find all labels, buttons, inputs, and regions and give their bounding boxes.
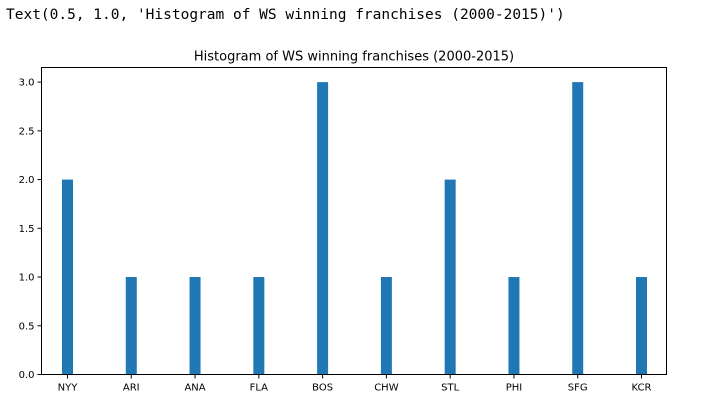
bar-kcr bbox=[636, 277, 647, 375]
chart-title: Histogram of WS winning franchises (2000… bbox=[194, 50, 514, 65]
bar-stl bbox=[444, 179, 456, 375]
y-tick-label: 3.0 bbox=[19, 78, 35, 89]
x-tick-label-bos: BOS bbox=[312, 383, 333, 394]
y-tick-label: 0.5 bbox=[19, 321, 35, 332]
y-tick-label: 2.5 bbox=[19, 126, 35, 137]
bar-chw bbox=[380, 277, 392, 375]
y-tick-label: 0.0 bbox=[19, 370, 35, 381]
bar-sfg bbox=[572, 82, 584, 375]
x-tick-label-fla: FLA bbox=[250, 383, 269, 394]
x-tick-label-nyy: NYY bbox=[58, 383, 79, 394]
bar-fla bbox=[253, 277, 265, 375]
y-tick-label: 2.0 bbox=[19, 175, 35, 186]
bar-ana bbox=[189, 277, 201, 375]
y-tick-label: 1.0 bbox=[19, 273, 35, 284]
cell-output-text: Text(0.5, 1.0, 'Histogram of WS winning … bbox=[6, 7, 565, 23]
x-tick-label-chw: CHW bbox=[374, 383, 399, 394]
bar-nyy bbox=[62, 179, 73, 375]
x-tick-label-stl: STL bbox=[441, 383, 459, 394]
x-tick-label-kcr: KCR bbox=[632, 383, 652, 394]
y-tick-label: 1.5 bbox=[19, 224, 35, 235]
plot-frame bbox=[41, 67, 667, 375]
x-tick-label-sfg: SFG bbox=[568, 383, 588, 394]
x-tick-label-ana: ANA bbox=[184, 383, 205, 394]
x-tick-label-ari: ARI bbox=[123, 383, 140, 394]
bar-ari bbox=[125, 277, 137, 375]
x-tick-label-phi: PHI bbox=[506, 383, 523, 394]
bar-bos bbox=[317, 82, 329, 375]
bar-phi bbox=[508, 277, 520, 375]
